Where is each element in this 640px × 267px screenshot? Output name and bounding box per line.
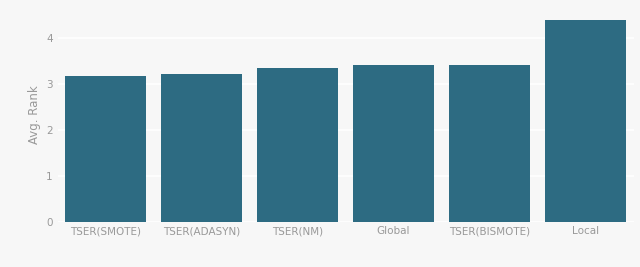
- Bar: [353, 65, 435, 222]
- Bar: [161, 74, 243, 222]
- Bar: [257, 68, 339, 222]
- Bar: [65, 76, 147, 222]
- Bar: [449, 65, 531, 222]
- Bar: [545, 20, 627, 222]
- Y-axis label: Avg. Rank: Avg. Rank: [28, 85, 40, 144]
